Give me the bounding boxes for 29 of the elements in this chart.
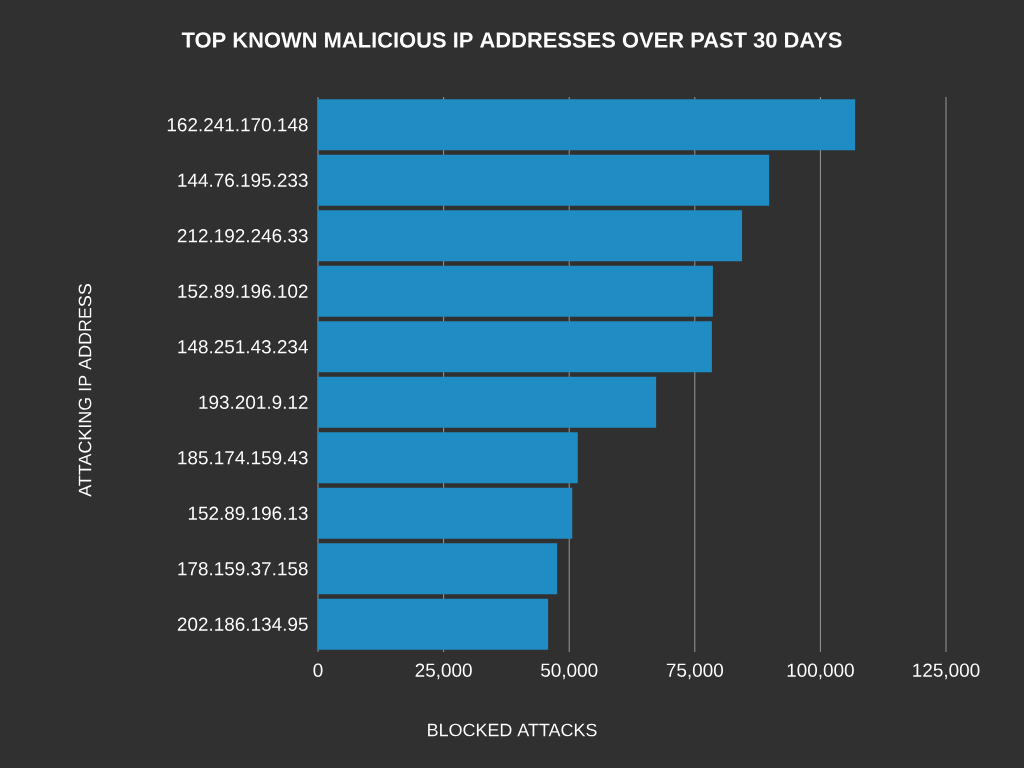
x-tick-label: 0 (313, 663, 323, 677)
bar (318, 487, 573, 539)
y-tick-label: 162.241.170.148 (167, 118, 308, 132)
bar (318, 154, 770, 206)
y-tick-label: 148.251.43.234 (178, 340, 308, 354)
x-tick-label: 125,000 (913, 663, 980, 680)
bar (318, 321, 712, 373)
y-tick-label: 152.89.196.13 (188, 506, 308, 520)
y-tick-label: 212.192.246.33 (177, 229, 308, 243)
y-tick-label: 193.201.9.12 (199, 395, 308, 409)
bar (318, 99, 856, 151)
bar (318, 598, 549, 650)
x-tick-label: 50,000 (541, 663, 598, 680)
y-tick-label: 144.76.195.233 (178, 173, 308, 187)
bar (318, 210, 743, 262)
x-axis-title: BLOCKED ATTACKS (428, 723, 597, 737)
y-tick-label: 178.159.37.158 (178, 562, 308, 576)
y-tick-label: 152.89.196.102 (178, 284, 308, 298)
bar (318, 432, 578, 484)
x-tick-label: 100,000 (787, 663, 854, 680)
y-tick-label: 202.186.134.95 (177, 617, 308, 631)
x-tick-label: 25,000 (415, 663, 472, 680)
chart-title: TOP KNOWN MALICIOUS IP ADDRESSES OVER PAST 30 DAYS (181, 32, 842, 48)
y-tick-label: 185.174.159.43 (178, 451, 308, 465)
bar (318, 265, 713, 317)
x-tick-label: 75,000 (666, 663, 724, 680)
bar (318, 543, 558, 595)
bar (318, 376, 657, 428)
y-axis-title: ATTACKING IP ADDRESS (78, 284, 92, 497)
